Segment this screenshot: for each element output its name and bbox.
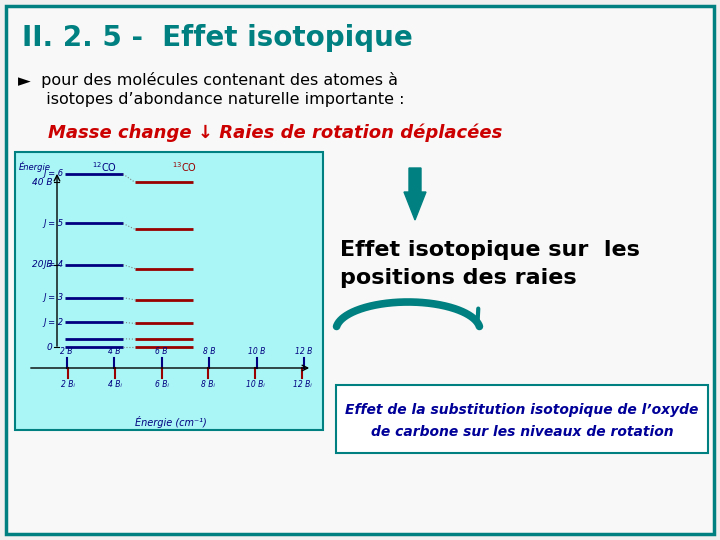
Text: Masse change ↓ Raies de rotation déplacées: Masse change ↓ Raies de rotation déplacé…	[48, 123, 503, 141]
Text: $^{13}$CO: $^{13}$CO	[172, 160, 197, 174]
Text: 10 Bᵢ: 10 Bᵢ	[246, 380, 264, 389]
Bar	[336, 385, 708, 453]
Text: 8 Bᵢ: 8 Bᵢ	[202, 380, 215, 389]
Text: pour des molécules contenant des atomes à: pour des molécules contenant des atomes …	[36, 72, 398, 88]
Polygon shape	[404, 168, 426, 220]
Text: $^{12}$CO: $^{12}$CO	[92, 160, 117, 174]
Bar	[15, 152, 323, 430]
Text: J = 6: J = 6	[43, 170, 63, 179]
Text: 0: 0	[46, 342, 52, 352]
Text: positions des raies: positions des raies	[340, 268, 577, 288]
Text: Énergie (cm⁻¹): Énergie (cm⁻¹)	[135, 416, 207, 428]
Text: 40 B: 40 B	[32, 178, 52, 187]
Text: isotopes d’abondance naturelle importante :: isotopes d’abondance naturelle important…	[36, 92, 405, 107]
Text: 2 B: 2 B	[60, 347, 73, 356]
Text: 6 Bᵢ: 6 Bᵢ	[155, 380, 168, 389]
Text: Énergie: Énergie	[19, 161, 51, 172]
Text: 4 B: 4 B	[108, 347, 120, 356]
Text: ►: ►	[18, 72, 31, 90]
Text: 12 B: 12 B	[295, 347, 312, 356]
Text: 8 B: 8 B	[203, 347, 215, 356]
Text: J = 5: J = 5	[43, 219, 63, 228]
Text: 10 B: 10 B	[248, 347, 265, 356]
Text: de carbone sur les niveaux de rotation: de carbone sur les niveaux de rotation	[371, 425, 673, 439]
Text: 2 Bᵢ: 2 Bᵢ	[61, 380, 75, 389]
Text: J = 4: J = 4	[43, 260, 63, 269]
Text: II. 2. 5 -  Effet isotopique: II. 2. 5 - Effet isotopique	[22, 24, 413, 52]
Text: J = 3: J = 3	[43, 293, 63, 302]
Text: Effet isotopique sur  les: Effet isotopique sur les	[340, 240, 640, 260]
Text: Effet de la substitution isotopique de l’oxyde: Effet de la substitution isotopique de l…	[346, 403, 698, 417]
Text: 20 B: 20 B	[32, 260, 52, 269]
Text: 6 B: 6 B	[156, 347, 168, 356]
Text: 12 Bᵢ: 12 Bᵢ	[292, 380, 311, 389]
Text: 4 Bᵢ: 4 Bᵢ	[108, 380, 122, 389]
Text: J = 2: J = 2	[43, 318, 63, 327]
